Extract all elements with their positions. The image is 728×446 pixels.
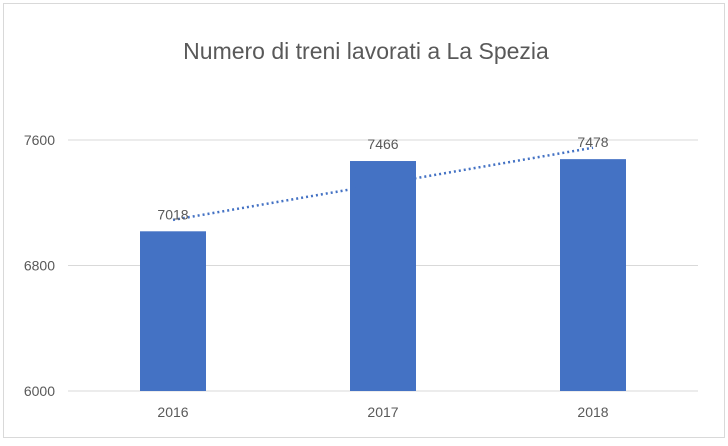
x-tick-label: 2017 — [367, 404, 398, 420]
data-label: 7478 — [577, 134, 608, 150]
bar-2017 — [350, 161, 416, 391]
trendline — [172, 146, 594, 222]
chart-title: Numero di treni lavorati a La Spezia — [183, 38, 549, 64]
bar-2016 — [140, 231, 206, 391]
x-tick-label: 2018 — [577, 404, 608, 420]
y-tick-label: 6800 — [24, 258, 55, 274]
data-label: 7466 — [367, 136, 398, 152]
data-label: 7018 — [157, 206, 188, 222]
bar-2018 — [560, 159, 626, 391]
y-tick-label: 7600 — [24, 132, 55, 148]
x-tick-label: 2016 — [157, 404, 188, 420]
y-tick-label: 6000 — [24, 383, 55, 399]
